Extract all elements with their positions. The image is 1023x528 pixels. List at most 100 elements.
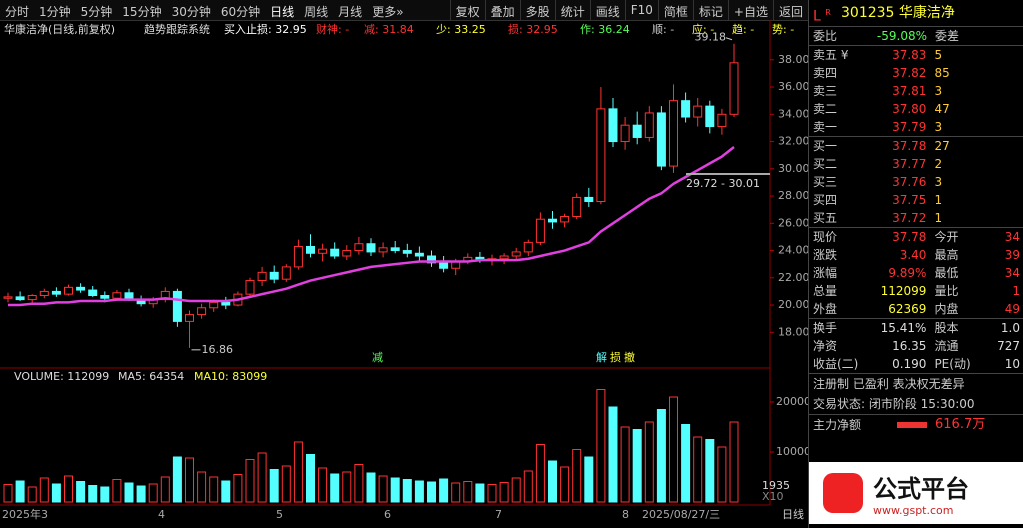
- x-tick-label: 8: [622, 508, 629, 521]
- candle-body: [185, 314, 194, 322]
- quote-panel: L R 301235 华康洁净 委比 -59.08% 委差 卖五 ¥37.83 5 卖四 37…: [808, 0, 1023, 528]
- candle-body: [390, 247, 400, 252]
- toolbar-button[interactable]: 画线: [589, 0, 625, 20]
- volume-bar: [499, 482, 509, 503]
- volume-bar: [293, 441, 303, 503]
- volume-bar: [318, 467, 328, 503]
- quote-cell: 现价: [813, 230, 838, 244]
- quote-cell: 流通: [934, 339, 959, 353]
- quote-cell: 买五: [813, 211, 838, 225]
- candle-body: [306, 245, 315, 254]
- candle-body: [548, 218, 557, 223]
- volume-bar: [451, 482, 461, 503]
- volume-bar: [233, 474, 243, 503]
- quote-row: 委比 -59.08% 委差: [809, 26, 1023, 45]
- quote-rows: 委比 -59.08% 委差 卖五 ¥ 37.83 5 卖四 37.82 85 卖三 37.81 3 卖二…: [809, 26, 1023, 524]
- stock-code: 301235 华康洁净: [841, 5, 955, 21]
- toolbar-button[interactable]: 日线: [270, 5, 295, 19]
- y2-tick-label: 20000: [776, 395, 808, 408]
- quote-row: 买五 37.72 1: [809, 209, 1023, 227]
- quote-cell: 37.81: [892, 84, 927, 98]
- toolbar-button[interactable]: 叠加: [484, 0, 520, 20]
- toolbar-button[interactable]: 5分钟: [80, 5, 113, 19]
- quote-cell: 内盘: [934, 302, 959, 316]
- volume-bar: [257, 452, 267, 503]
- toolbar-button[interactable]: 统计: [554, 0, 590, 20]
- range-label: 29.72 - 30.01: [686, 177, 760, 190]
- toolbar-button[interactable]: 简框: [657, 0, 693, 20]
- toolbar-button[interactable]: 15分钟: [122, 5, 162, 19]
- info-text: 华康洁净(日线,前复权): [4, 22, 115, 36]
- quote-status: 交易状态: 闭市阶段 15:30:00: [813, 397, 975, 411]
- volume-bar: [366, 472, 376, 503]
- toolbar-button[interactable]: 30分钟: [171, 5, 211, 19]
- quote-cell: 85: [934, 66, 950, 80]
- volume-bar: [427, 481, 436, 503]
- toolbar-button[interactable]: 返回: [772, 0, 808, 20]
- candle-body: [620, 124, 630, 143]
- volume-bar: [27, 486, 37, 503]
- toolbar-button[interactable]: F10: [624, 0, 658, 20]
- volume-bar: [487, 484, 497, 503]
- quote-cell: 委差: [935, 29, 960, 43]
- toolbar-button[interactable]: 标记: [692, 0, 728, 20]
- candle-body: [221, 301, 231, 306]
- toolbar-button[interactable]: +自选: [727, 0, 773, 20]
- volume-bar: [88, 485, 98, 503]
- volume-bar: [354, 464, 364, 503]
- quote-cell: 39: [1004, 248, 1020, 262]
- quote-cell: 5: [934, 48, 943, 62]
- volume-bar: [705, 439, 715, 503]
- x-tick-label: 4: [158, 508, 165, 521]
- toolbar-button[interactable]: 更多»: [372, 5, 404, 19]
- quote-cell: 最高: [934, 248, 959, 262]
- candle-body: [729, 62, 739, 115]
- quote-cell: 收益(二): [813, 357, 859, 371]
- quote-cell: 37.80: [892, 102, 927, 116]
- candle-body: [572, 196, 582, 217]
- candle-body: [88, 289, 98, 297]
- quote-cell: 换手: [813, 321, 838, 335]
- info-text: 趋势跟踪系统: [144, 22, 210, 36]
- main-label: 主力净额: [813, 418, 862, 432]
- candle-body: [100, 295, 110, 299]
- volume-bar: [245, 459, 255, 503]
- logo-name: 公式平台: [873, 475, 969, 503]
- volume-bar: [342, 471, 352, 503]
- toolbar-button[interactable]: 周线: [304, 5, 329, 19]
- signal: 减: [372, 351, 383, 364]
- y-tick-label: 24.00: [778, 244, 808, 257]
- candle-body: [499, 255, 509, 260]
- y-tick-label: 30.00: [778, 162, 808, 175]
- quote-cell: 3.40: [899, 248, 927, 262]
- candle-body: [402, 250, 412, 254]
- toolbar-button[interactable]: 月线: [338, 5, 363, 19]
- volume-bar: [681, 424, 691, 503]
- candle-body: [535, 218, 545, 243]
- candle-body: [3, 296, 13, 299]
- logo-icon: [823, 473, 863, 513]
- quote-cell: 27: [934, 139, 950, 153]
- toolbar-button[interactable]: 复权: [449, 0, 485, 20]
- y-tick-label: 18.00: [778, 325, 808, 338]
- quote-cell: 买四: [813, 193, 838, 207]
- volume-bar: [608, 406, 618, 503]
- volume-header: MA10: 83099: [194, 370, 267, 383]
- period-label: 日线: [782, 507, 804, 521]
- toolbar-button[interactable]: 1分钟: [39, 5, 71, 19]
- volume-bar: [596, 389, 606, 503]
- toolbar-button[interactable]: 60分钟: [220, 5, 261, 19]
- volume-bar: [402, 479, 412, 503]
- quote-row: 买二 37.77 2: [809, 155, 1023, 173]
- quote-row: 卖一 37.79 3: [809, 118, 1023, 136]
- candle-body: [269, 271, 279, 280]
- quote-cell: 37.75: [892, 193, 927, 207]
- axis-extra: X10: [762, 490, 784, 503]
- toolbar-button[interactable]: 多股: [519, 0, 555, 20]
- quote-row: 现价 37.78 今开 34: [809, 227, 1023, 246]
- x-tick-label: 2025年3: [2, 507, 48, 521]
- info-text: 财神: -: [316, 22, 349, 36]
- candle-body: [172, 290, 182, 322]
- quote-row: 涨跌 3.40 最高 39: [809, 246, 1023, 264]
- toolbar-button[interactable]: 分时: [5, 5, 30, 19]
